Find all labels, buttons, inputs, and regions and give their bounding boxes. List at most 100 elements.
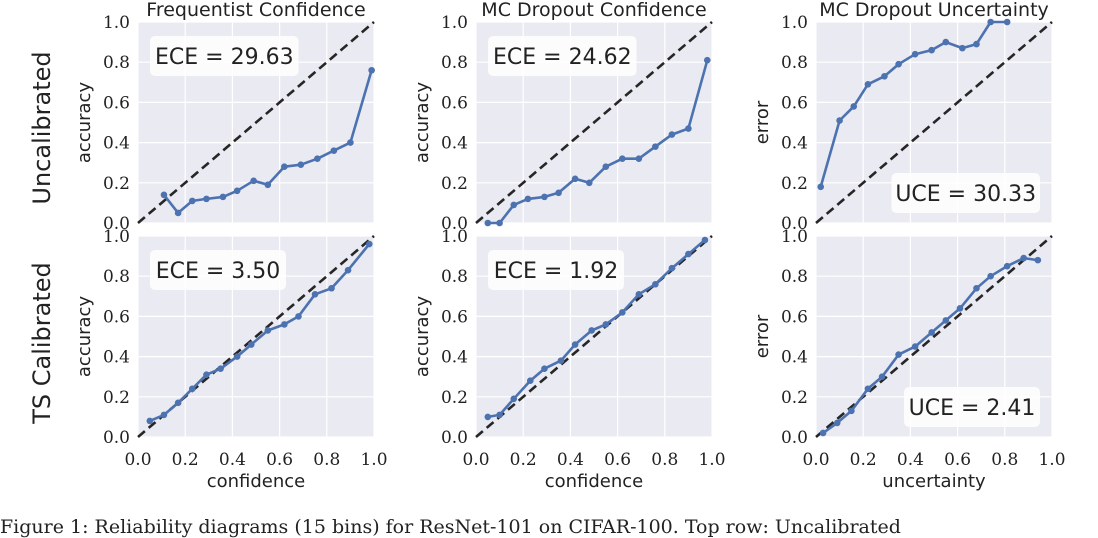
y-tick-label: 0.2 (103, 388, 130, 408)
y-tick-label: 0.2 (781, 388, 808, 408)
y-axis-label: accuracy (74, 296, 95, 378)
data-point (1034, 256, 1042, 264)
data-point (833, 419, 841, 427)
y-axis-label: accuracy (412, 82, 433, 164)
data-point (328, 284, 335, 292)
perfect-calibration-line (475, 21, 713, 224)
y-tick-label: 1.0 (441, 227, 468, 247)
data-point (314, 155, 321, 162)
subplot-5: 0.0 0.2 0.4 0.6 0.8 1.0 0.0 0.2 0.4 0.6 0.8 1.0 accu… (412, 227, 726, 492)
data-point (973, 40, 980, 48)
data-point (347, 139, 354, 146)
figure-caption: Figure 1: Reliability diagrams (15 bins)… (0, 516, 901, 538)
data-point (685, 125, 692, 132)
data-point (602, 163, 610, 171)
row-label-uncalibrated: Uncalibrated (28, 51, 56, 204)
data-point (928, 329, 935, 336)
data-point (973, 284, 980, 292)
subplot-title: MC Dropout Uncertainty (819, 0, 1049, 21)
y-tick-label: 0.0 (781, 428, 808, 448)
y-tick-label: 0.2 (441, 388, 468, 408)
data-point (959, 44, 966, 52)
y-tick-label: 0.0 (103, 214, 130, 234)
data-point (203, 371, 210, 378)
y-tick-label: 1.0 (441, 13, 468, 33)
y-tick-label: 0.8 (781, 267, 808, 287)
perfect-calibration-line (815, 235, 1053, 438)
x-tick-label: 0.8 (991, 450, 1018, 470)
data-point (956, 305, 964, 312)
data-point (247, 341, 255, 348)
subplot-title: Frequentist Confidence (146, 0, 365, 21)
data-point (928, 46, 935, 54)
perfect-calibration-line (137, 235, 375, 438)
data-point (571, 175, 579, 183)
metric-annotation-box (904, 387, 1040, 427)
metric-annotation: ECE = 24.62 (493, 45, 632, 70)
data-point (295, 313, 302, 320)
y-tick-label: 0.4 (103, 348, 130, 368)
metric-annotation-box (488, 36, 637, 76)
data-point (496, 219, 503, 227)
y-tick-label: 0.6 (103, 93, 130, 113)
data-point (264, 181, 272, 189)
data-point (146, 417, 154, 425)
x-tick-label: 0.4 (897, 450, 924, 470)
y-tick-label: 0.6 (781, 93, 808, 113)
x-tick-label: 0.2 (850, 450, 877, 470)
y-axis-label: error (752, 314, 773, 358)
data-point (987, 18, 994, 26)
y-tick-label: 0.6 (441, 93, 468, 113)
data-point (895, 351, 902, 358)
data-point (850, 103, 858, 110)
x-tick-label: 0.2 (172, 450, 199, 470)
data-point (585, 179, 593, 187)
metric-annotation-box (150, 250, 286, 290)
data-point (1003, 18, 1011, 26)
y-tick-label: 0.0 (781, 214, 808, 234)
y-tick-label: 1.0 (781, 13, 808, 33)
data-point (701, 236, 709, 244)
subplot-title: MC Dropout Confidence (481, 0, 706, 21)
data-point (541, 193, 548, 201)
y-tick-label: 0.4 (441, 134, 468, 154)
data-point (264, 327, 272, 334)
data-point (368, 66, 375, 74)
data-point (1003, 262, 1011, 270)
y-tick-label: 0.6 (781, 307, 808, 327)
data-point (484, 413, 492, 421)
subplot-2: 0.0 0.2 0.4 0.6 0.8 1.0 MC Dropout Confidence a… (412, 0, 713, 234)
y-tick-label: 0.4 (781, 134, 808, 154)
data-point (203, 195, 210, 203)
subplot-grid: 0.0 0.2 0.4 0.6 0.8 1.0 Frequentist Confidence… (74, 0, 1066, 492)
x-tick-label: 0.6 (266, 450, 293, 470)
y-tick-label: 0.8 (103, 267, 130, 287)
data-point (541, 365, 548, 372)
data-point (864, 385, 872, 393)
y-tick-label: 0.0 (441, 428, 468, 448)
x-axis-label: confidence (545, 471, 644, 492)
y-tick-label: 0.8 (103, 53, 130, 73)
data-point (635, 155, 643, 162)
y-tick-label: 0.6 (441, 307, 468, 327)
data-point (703, 56, 711, 64)
y-tick-label: 0.8 (441, 267, 468, 287)
data-point (848, 407, 855, 415)
x-tick-label: 1.0 (698, 450, 725, 470)
data-point (188, 385, 196, 393)
data-point (668, 264, 676, 272)
data-point (311, 290, 319, 298)
y-axis-label: accuracy (412, 296, 433, 378)
data-point (188, 197, 196, 205)
data-point (217, 365, 224, 372)
metric-annotation-box (150, 36, 299, 76)
y-tick-label: 0.4 (103, 134, 130, 154)
y-tick-label: 0.2 (781, 174, 808, 194)
y-tick-label: 0.6 (103, 307, 130, 327)
data-point (510, 395, 518, 403)
y-tick-label: 1.0 (781, 227, 808, 247)
x-tick-label: 0.0 (462, 450, 489, 470)
data-point (864, 81, 872, 88)
data-point (911, 50, 919, 58)
